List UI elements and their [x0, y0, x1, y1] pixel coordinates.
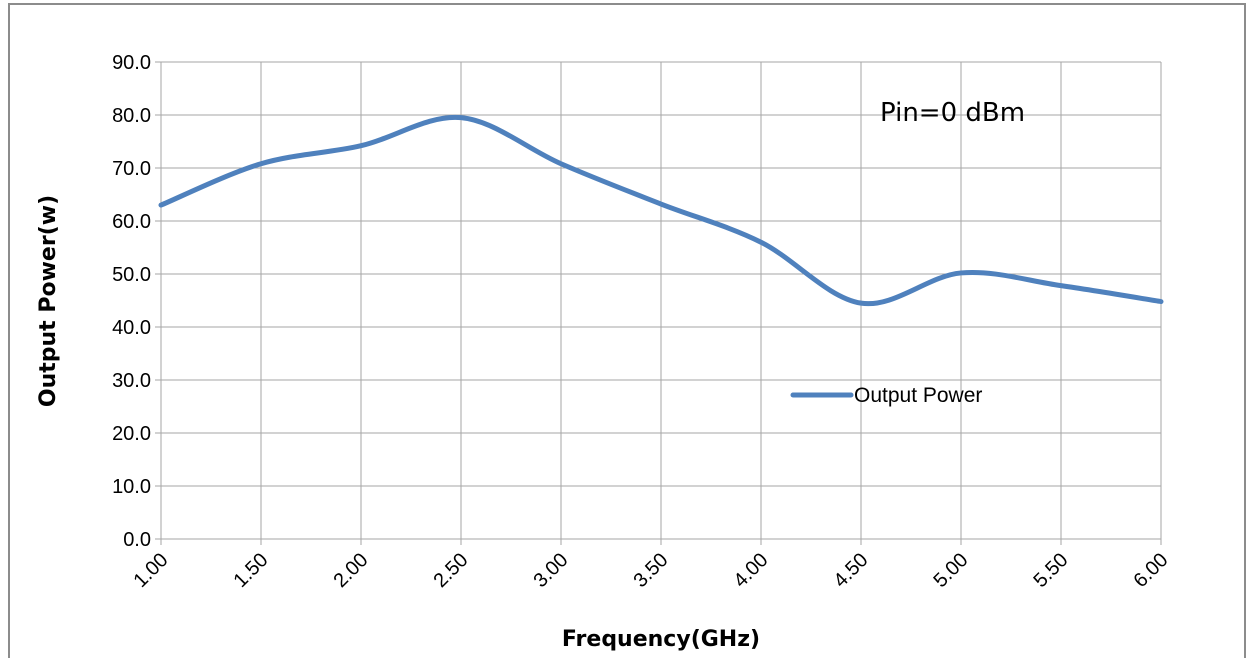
annotation-text: Pin=0 dBm [880, 98, 1025, 128]
series-lines [158, 114, 1164, 307]
y-axis-title: Output Power(w) [36, 195, 61, 407]
legend: Output Power [790, 384, 982, 407]
y-tick-label: 0.0 [123, 529, 151, 551]
tick-labels: 0.010.020.030.040.050.060.070.080.090.01… [112, 52, 1172, 592]
series-line-output-power [158, 114, 1164, 307]
x-axis-title: Frequency(GHz) [562, 627, 760, 652]
y-tick-label: 10.0 [112, 476, 151, 498]
y-tick-label: 30.0 [112, 370, 151, 392]
y-tick-label: 50.0 [112, 264, 151, 286]
y-tick-label: 90.0 [112, 52, 151, 74]
legend-label: Output Power [854, 384, 982, 407]
y-tick-label: 40.0 [112, 317, 151, 339]
chart-border [8, 3, 1246, 658]
y-tick-label: 60.0 [112, 211, 151, 233]
y-tick-label: 20.0 [112, 423, 151, 445]
y-tick-label: 70.0 [112, 158, 151, 180]
gridlines [155, 61, 1162, 545]
y-tick-label: 80.0 [112, 105, 151, 127]
